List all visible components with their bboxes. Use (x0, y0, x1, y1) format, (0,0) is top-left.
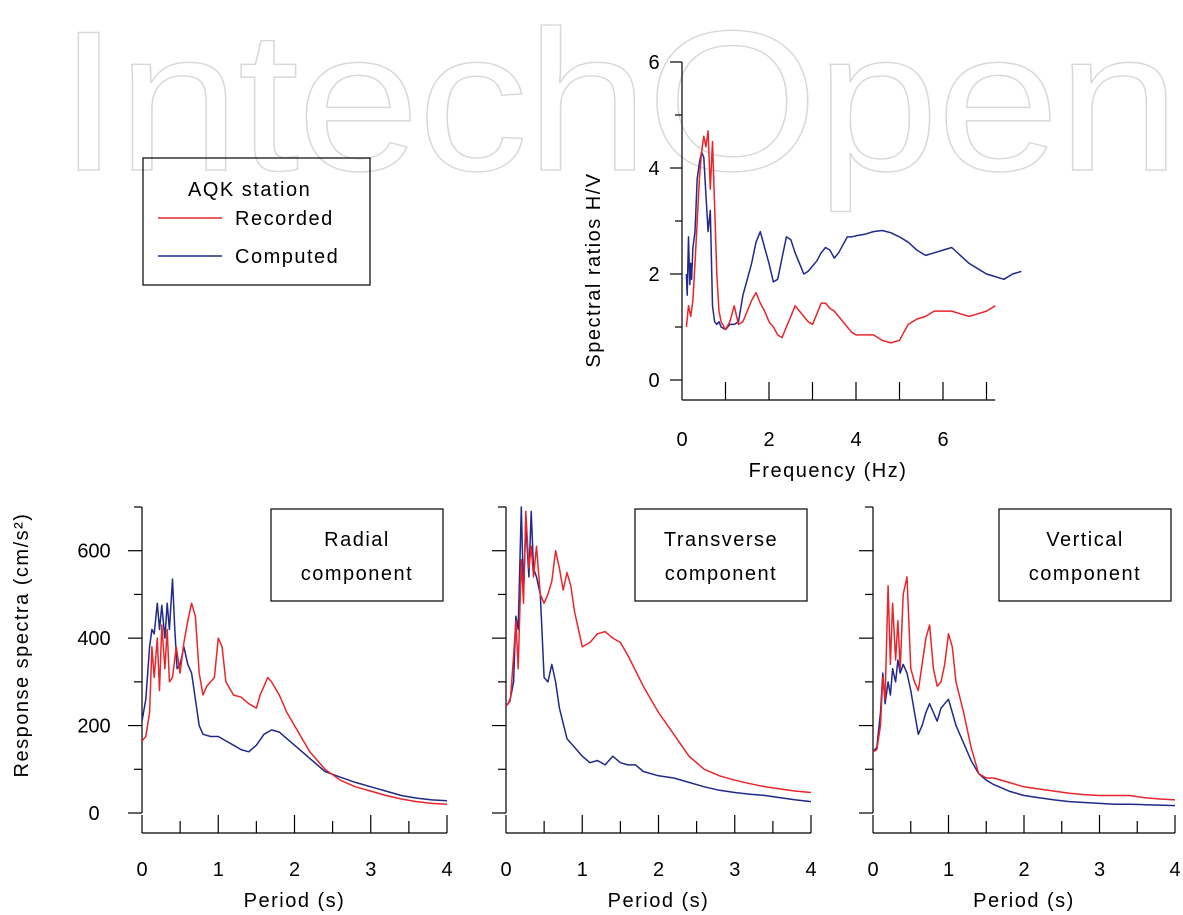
hv-series-line-computed (685, 151, 1022, 331)
spectra-series-line-computed (506, 506, 812, 803)
hv-y-tick-label: 2 (648, 264, 659, 286)
watermark-logo: IntechOpen (58, 0, 1178, 213)
spectra-x-tick-label: 4 (441, 859, 452, 881)
spectra-x-tick-label: 3 (729, 859, 740, 881)
hv-x-tick-label: 0 (676, 429, 687, 451)
spectra-x-tick-label: 4 (805, 859, 816, 881)
hv-y-tick-label: 0 (648, 370, 659, 392)
spectra-series-line-computed (142, 578, 448, 802)
hv-y-axis-label: Spectral ratios H/V (583, 172, 605, 367)
hv-x-tick-label: 2 (763, 429, 774, 451)
spectra-panel-3: 0 1 2 3 4 Period (s) Vertical component (859, 506, 1181, 912)
spectra-x-tick-label: 3 (365, 859, 376, 881)
legend-recorded-label: Recorded (235, 208, 334, 230)
component-label-line1: Radial (324, 529, 390, 551)
spectra-x-tick-label: 2 (1018, 859, 1029, 881)
component-label-box (998, 508, 1172, 602)
hv-y-tick-label: 4 (648, 158, 659, 180)
component-label-line2: component (1029, 563, 1141, 585)
spectra-y-tick-label: 600 (77, 541, 110, 563)
spectra-panel-axes: 0 1 2 3 4 (492, 506, 817, 881)
component-label-line1: Transverse (664, 529, 778, 551)
legend-title: AQK station (188, 179, 311, 201)
hv-y-axis: 0 2 4 6 (648, 52, 683, 392)
component-label-line2: component (665, 563, 777, 585)
spectra-y-tick-label: 0 (88, 803, 99, 825)
component-label-box (270, 508, 444, 602)
spectra-series-line-recorded (506, 510, 812, 794)
hv-y-tick-label: 6 (648, 52, 659, 74)
legend-box (142, 157, 371, 286)
spectra-x-axis-label: Period (s) (973, 890, 1075, 912)
legend-computed-label: Computed (235, 246, 339, 268)
spectra-series-line-recorded (873, 576, 1176, 801)
spectra-series-line-computed (873, 659, 1176, 807)
spectra-y-axis-label: Response spectra (cm/s²) (11, 513, 33, 778)
spectra-x-tick-label: 1 (577, 859, 588, 881)
component-label-line2: component (301, 563, 413, 585)
spectra-series-line-recorded (142, 602, 448, 806)
hv-series-line-recorded (685, 130, 996, 344)
spectra-panel-axes: 0 200 400 600 0 1 2 3 4 (77, 506, 453, 881)
hv-series-group (685, 130, 1022, 344)
hv-x-tick-label: 6 (937, 429, 948, 451)
component-label-line1: Vertical (1046, 529, 1124, 551)
spectra-x-tick-label: 1 (943, 859, 954, 881)
spectra-panel-axes: 0 1 2 3 4 (859, 506, 1181, 881)
spectra-x-tick-label: 1 (213, 859, 224, 881)
component-label-box (634, 508, 808, 602)
spectra-y-tick-label: 400 (77, 628, 110, 650)
hv-x-axis: 0 2 4 6 (676, 382, 996, 451)
hv-ratio-chart: 0 2 4 6 0 2 4 6 Spectral ratios H/V Frequency … (583, 52, 1022, 482)
spectra-x-tick-label: 2 (289, 859, 300, 881)
hv-x-axis-label: Frequency (Hz) (749, 460, 908, 482)
spectra-panel-2: 0 1 2 3 4 Period (s) Transverse component (492, 506, 817, 912)
spectra-x-axis-label: Period (s) (608, 890, 710, 912)
spectra-x-tick-label: 0 (867, 859, 878, 881)
spectra-x-tick-label: 0 (500, 859, 511, 881)
spectra-x-tick-label: 4 (1169, 859, 1180, 881)
spectra-x-tick-label: 0 (136, 859, 147, 881)
spectra-x-tick-label: 2 (653, 859, 664, 881)
hv-x-tick-label: 4 (850, 429, 861, 451)
legend: AQK station Recorded Computed (142, 157, 371, 286)
spectra-x-axis-label: Period (s) (244, 890, 346, 912)
spectra-panel-1: 0 200 400 600 0 1 2 3 4 Period (s) Radial component (77, 506, 453, 912)
spectra-y-tick-label: 200 (77, 716, 110, 738)
spectra-x-tick-label: 3 (1094, 859, 1105, 881)
